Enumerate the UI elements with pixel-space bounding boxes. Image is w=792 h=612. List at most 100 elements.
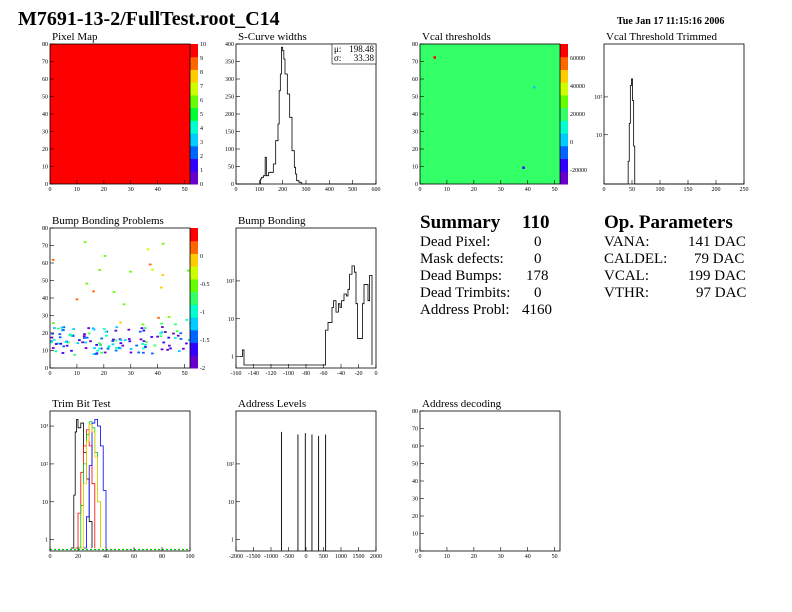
plot-title: Trim Bit Test: [52, 398, 111, 410]
heatmap-cell: [72, 328, 76, 331]
y-tick-label: 10: [42, 349, 48, 355]
op-param-row: VANA: 141 DAC: [604, 234, 754, 251]
heatmap-cell: [115, 326, 119, 329]
heatmap-cell: [54, 350, 58, 353]
colorbar-label: 2: [200, 154, 203, 160]
heatmap-cell: [98, 342, 101, 345]
heatmap-cell: [159, 332, 162, 335]
heatmap-cell: [146, 248, 150, 251]
y-tick-label: 300: [225, 77, 234, 83]
y-tick-label: 1: [231, 538, 234, 544]
x-tick-label: 10: [74, 371, 80, 377]
colorbar-segment: [560, 44, 568, 58]
plot-title: Vcal thresholds: [422, 31, 491, 43]
heatmap-cell: [129, 270, 132, 273]
heatmap-cell: [66, 341, 70, 344]
y-tick-label: 10²: [226, 279, 234, 285]
y-tick-label: 10: [596, 133, 602, 139]
x-tick-label: 0: [305, 554, 308, 560]
x-tick-label: -20: [355, 371, 363, 377]
y-tick-label: 10: [412, 165, 418, 171]
summary-value: 0: [534, 234, 542, 250]
heatmap-cell: [118, 347, 122, 350]
x-tick-label: 100: [186, 554, 195, 560]
x-tick-label: -160: [231, 371, 242, 377]
heatmap-cell: [62, 329, 65, 331]
heatmap-cell: [119, 321, 122, 324]
y-tick-label: 350: [225, 60, 234, 66]
y-tick-label: 10²: [40, 462, 48, 468]
x-tick-label: 500: [319, 554, 328, 560]
x-tick-label: 600: [372, 187, 381, 193]
x-tick-label: 0: [419, 554, 422, 560]
heatmap-cell: [58, 333, 62, 336]
y-tick-label: 40: [412, 479, 418, 485]
colorbar-segment: [190, 171, 198, 185]
x-tick-label: 30: [498, 187, 504, 193]
x-tick-label: 0: [235, 187, 238, 193]
series-line: [83, 418, 107, 549]
plot-frame: [49, 410, 191, 552]
series-line: [240, 265, 373, 366]
heatmap-cell: [122, 303, 126, 306]
heatmap-cell: [100, 351, 104, 354]
heatmap-cell: [87, 327, 91, 330]
colorbar-segment: [190, 158, 198, 172]
op-param-label: VANA:: [604, 234, 650, 250]
heatmap-cell: [89, 340, 92, 343]
heatmap-cell: [151, 268, 154, 271]
y-tick-label: 60: [42, 77, 48, 83]
heatmap-cell: [142, 329, 146, 332]
y-tick-label: 10: [42, 165, 48, 171]
colorbar-segment: [190, 291, 198, 305]
timestamp: Tue Jan 17 11:15:16 2006: [617, 16, 725, 27]
heatmap-cell: [182, 347, 185, 350]
heatmap-cell: [93, 347, 96, 350]
colorbar-segment: [190, 304, 198, 318]
heatmap-cell: [142, 347, 145, 350]
heatmap-cell: [135, 344, 138, 347]
plot-frame: [235, 410, 377, 552]
y-tick-label: 10²: [226, 462, 234, 468]
plot-title: S-Curve widths: [238, 31, 307, 43]
colorbar-label: 3: [200, 140, 203, 146]
heatmap-cell: [83, 241, 87, 244]
x-tick-label: 200: [712, 187, 721, 193]
heatmap-cell: [140, 327, 144, 330]
y-tick-label: 10: [412, 532, 418, 538]
heatmap-cell: [174, 323, 177, 326]
heatmap-cell: [160, 348, 164, 351]
heatmap-cell: [70, 349, 73, 352]
heatmap-cell: [56, 342, 60, 345]
x-tick-label: 0: [49, 371, 52, 377]
heatmap-cell: [114, 339, 118, 342]
heatmap-cell: [141, 343, 145, 345]
colorbar-segment: [190, 145, 198, 160]
heatmap-cell: [68, 334, 72, 336]
colorbar-segment: [560, 133, 568, 147]
colorbar-label: -1: [200, 310, 205, 316]
summary-total: 110: [522, 212, 550, 233]
heatmap-fill: [50, 44, 190, 184]
heatmap-cell: [174, 337, 177, 339]
plot-frame: [235, 43, 377, 185]
heatmap-cell: [160, 286, 163, 289]
heatmap-cell: [103, 351, 107, 354]
colorbar-segment: [190, 329, 198, 344]
heatmap-cell: [57, 327, 60, 330]
heatmap-cell: [159, 335, 163, 338]
colorbar-segment: [190, 44, 198, 58]
x-tick-label: 2000: [370, 554, 382, 560]
y-tick-label: 100: [225, 147, 234, 153]
op-param-value: 199 DAC: [688, 268, 746, 284]
plot-title: Address Levels: [238, 398, 306, 410]
heatmap-cell: [433, 56, 436, 59]
y-tick-label: 80: [42, 42, 48, 48]
heatmap-cell: [59, 342, 63, 345]
heatmap-cell: [127, 328, 131, 331]
heatmap-cell: [175, 330, 179, 333]
heatmap-cell: [112, 290, 116, 293]
heatmap-cell: [177, 350, 181, 353]
heatmap-cell: [144, 346, 147, 348]
